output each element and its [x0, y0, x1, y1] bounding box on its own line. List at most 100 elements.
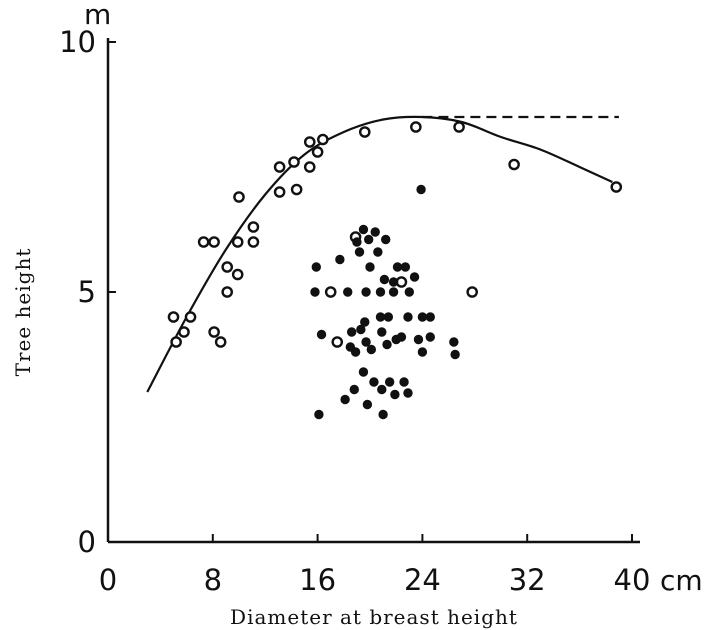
open-point: [303, 136, 316, 148]
filled-point: [417, 312, 428, 322]
open-point: [273, 186, 286, 198]
open-point: [610, 181, 623, 193]
x-tick-label: 16: [299, 563, 336, 597]
filled-point: [316, 329, 327, 340]
y-tick-label: 0: [78, 525, 96, 559]
y-axis-title: Tree height: [11, 248, 35, 377]
filled-point: [383, 312, 394, 322]
filled-point: [350, 347, 361, 357]
filled-point: [384, 377, 395, 387]
open-point: [214, 336, 227, 348]
data-points: [167, 121, 623, 420]
open-point: [290, 183, 303, 196]
x-tick-label: 0: [99, 563, 117, 597]
open-point: [410, 121, 422, 133]
filled-point: [366, 344, 377, 355]
filled-point: [403, 312, 413, 322]
fitted-curves: [146, 115, 619, 393]
filled-point: [358, 367, 369, 377]
open-point: [167, 311, 180, 323]
filled-point: [375, 287, 386, 297]
filled-point: [346, 327, 357, 337]
open-point: [303, 161, 316, 173]
open-point: [247, 236, 260, 248]
filled-point: [377, 384, 387, 395]
filled-point: [314, 409, 324, 420]
open-point: [273, 161, 286, 173]
open-point: [317, 133, 329, 146]
open-point: [453, 121, 465, 133]
filled-point: [450, 349, 460, 360]
filled-point: [343, 287, 353, 297]
filled-point: [356, 324, 366, 335]
filled-point: [399, 377, 409, 387]
filled-point: [425, 332, 435, 342]
open-point: [324, 286, 337, 298]
x-tick-label: 32: [509, 563, 546, 597]
axis-ticks: [107, 41, 633, 543]
filled-point: [390, 389, 400, 400]
x-tick-label: 24: [404, 563, 441, 597]
fitted-curve-solid: [146, 115, 613, 393]
open-point: [184, 311, 197, 323]
filled-point: [360, 317, 370, 327]
filled-point: [361, 287, 371, 297]
filled-point: [417, 347, 428, 357]
filled-point: [381, 234, 391, 245]
filled-point: [379, 274, 390, 285]
open-point: [197, 236, 210, 248]
filled-point: [362, 399, 373, 410]
filled-point: [335, 254, 345, 265]
open-point: [231, 236, 244, 248]
filled-point: [403, 388, 413, 398]
open-point: [331, 336, 344, 348]
axes: [106, 38, 640, 544]
filled-point: [413, 334, 424, 345]
filled-point: [388, 277, 399, 287]
x-unit-label: cm: [660, 564, 703, 597]
filled-point: [425, 312, 435, 322]
open-point: [508, 158, 520, 171]
open-point: [311, 146, 324, 158]
filled-point: [311, 262, 321, 272]
y-tick-label: 10: [59, 25, 96, 59]
open-point: [233, 191, 245, 203]
open-point: [231, 268, 244, 281]
open-point: [221, 261, 234, 273]
filled-point: [369, 377, 379, 387]
open-point: [208, 326, 220, 338]
x-tick-label: 40: [614, 563, 651, 597]
filled-point: [349, 384, 359, 395]
x-axis-title: Diameter at breast height: [230, 605, 518, 629]
filled-point: [352, 237, 362, 247]
filled-point: [392, 262, 403, 272]
open-point: [288, 156, 300, 168]
open-point: [358, 126, 371, 138]
filled-point: [449, 337, 459, 347]
open-point: [170, 336, 182, 348]
filled-point: [361, 337, 371, 347]
open-point: [221, 286, 234, 298]
filled-point: [400, 262, 411, 272]
axis-tick-labels: 0 8 16 24 32 40 0 5 10: [59, 25, 650, 597]
x-tick-label: 8: [204, 563, 222, 597]
filled-point: [365, 262, 375, 272]
open-point: [247, 221, 260, 233]
y-unit-label: m: [84, 0, 111, 31]
filled-point: [310, 287, 320, 297]
filled-point: [378, 409, 388, 420]
filled-point: [358, 224, 369, 235]
open-point: [466, 286, 478, 298]
filled-point: [370, 227, 380, 237]
filled-point: [409, 272, 420, 282]
filled-point: [377, 327, 387, 337]
y-tick-label: 5: [78, 275, 96, 309]
filled-point: [363, 234, 374, 245]
filled-point: [404, 287, 414, 297]
open-point: [178, 326, 190, 338]
open-point: [208, 236, 220, 248]
filled-point: [354, 247, 365, 257]
filled-point: [388, 287, 399, 297]
filled-point: [375, 312, 386, 322]
